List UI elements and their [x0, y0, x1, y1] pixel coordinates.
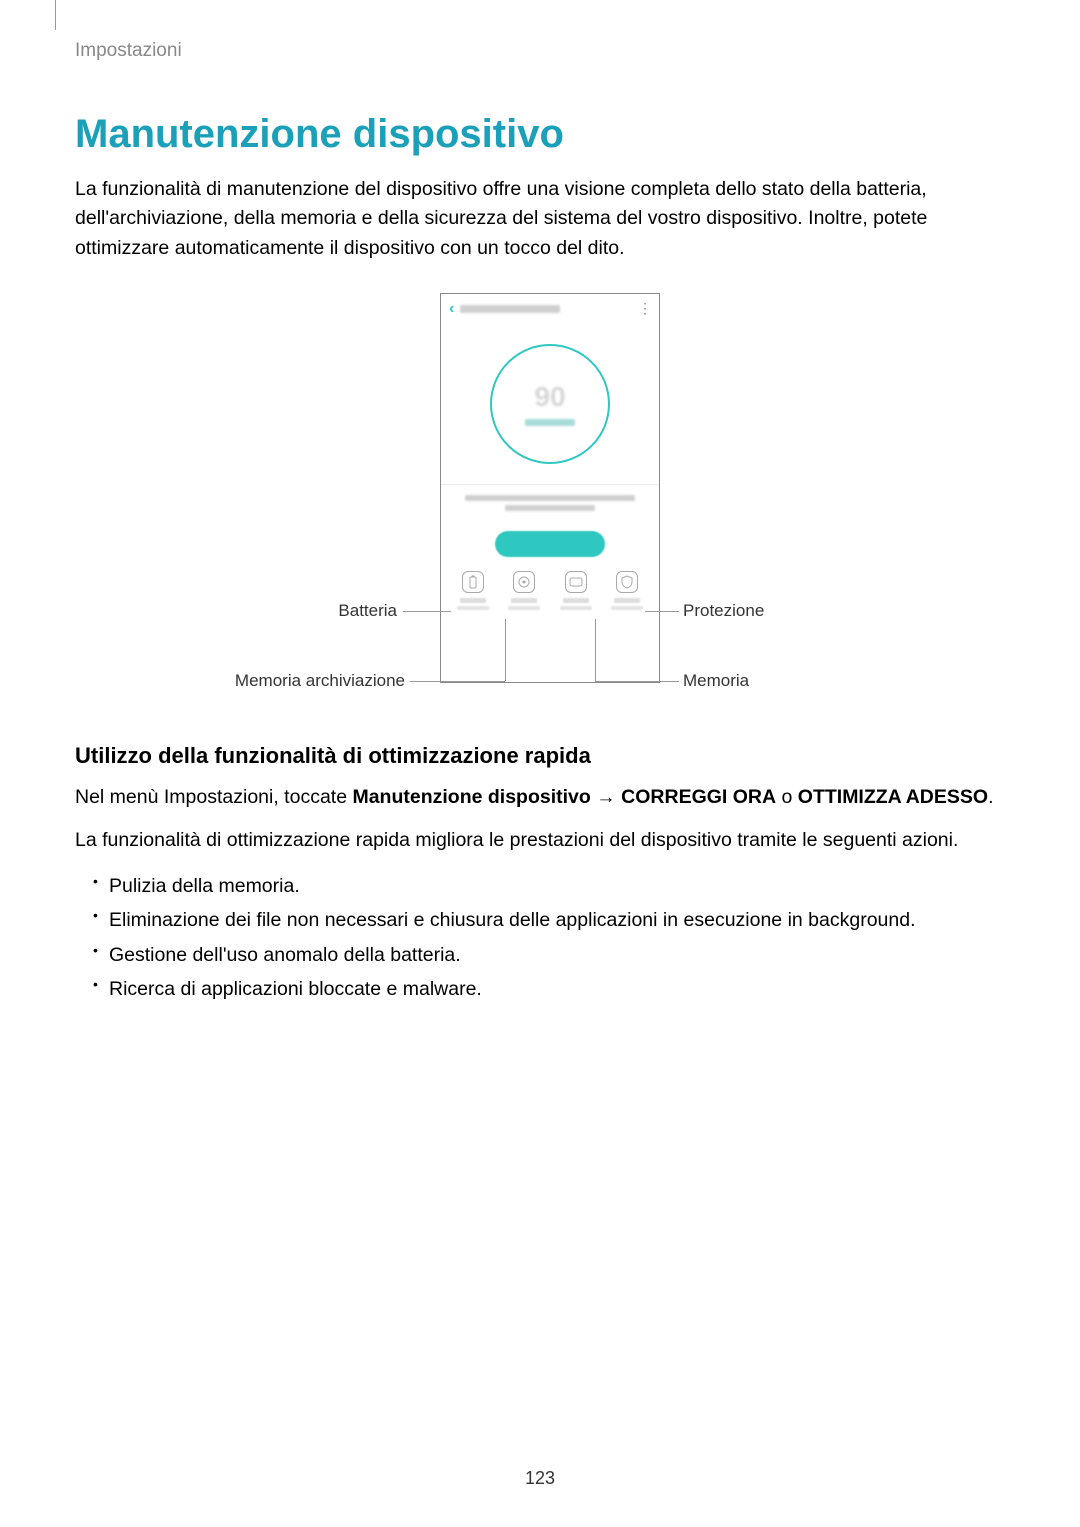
line-memory-h	[595, 681, 679, 682]
storage-icon-cell	[504, 571, 544, 610]
description-paragraph: La funzionalità di ottimizzazione rapida…	[75, 826, 1005, 855]
intro-paragraph: La funzionalità di manutenzione del disp…	[75, 175, 1005, 263]
label-protection: Protezione	[683, 601, 764, 621]
instruction-b1: Manutenzione dispositivo	[352, 786, 590, 808]
storage-icon	[513, 571, 535, 593]
back-icon: ‹	[449, 300, 454, 318]
line-battery	[403, 611, 451, 612]
more-icon: ⋮	[638, 300, 651, 317]
score-area: 90	[441, 324, 659, 484]
shield-icon	[616, 571, 638, 593]
instruction-mid: o	[776, 786, 798, 808]
protection-icon-cell	[607, 571, 647, 610]
page-title: Manutenzione dispositivo	[75, 112, 1005, 157]
phone-header: ‹ ⋮	[441, 294, 659, 324]
score-label-blur	[525, 419, 575, 426]
bullet-list: Pulizia della memoria. Eliminazione dei …	[75, 869, 1005, 1006]
optimize-button-blur	[495, 531, 605, 557]
icon-row	[441, 571, 659, 610]
instruction-pre: Nel menù Impostazioni, toccate	[75, 786, 352, 808]
score-circle: 90	[490, 344, 610, 464]
instruction-b2: CORREGGI ORA	[621, 786, 776, 808]
label-memory: Memoria	[683, 671, 749, 691]
line-protection	[645, 611, 679, 612]
phone-mock: ‹ ⋮ 90	[440, 293, 660, 683]
label-storage: Memoria archiviazione	[195, 671, 405, 691]
instruction-post: .	[988, 786, 993, 808]
instruction-b3: OTTIMIZZA ADESSO	[798, 786, 988, 808]
line-memory-v	[595, 619, 596, 681]
line-storage-v	[505, 619, 506, 681]
section-heading: Utilizzo della funzionalità di ottimizza…	[75, 743, 1005, 769]
memory-icon	[565, 571, 587, 593]
page: Impostazioni Manutenzione dispositivo La…	[0, 0, 1080, 1527]
label-battery: Batteria	[277, 601, 397, 621]
score-value: 90	[534, 381, 565, 413]
list-item: Ricerca di applicazioni bloccate e malwa…	[93, 972, 1005, 1006]
top-rule	[55, 0, 56, 30]
memory-icon-cell	[556, 571, 596, 610]
status-text	[441, 484, 659, 521]
instruction-arrow: →	[591, 786, 621, 808]
list-item: Gestione dell'uso anomalo della batteria…	[93, 938, 1005, 972]
instruction-paragraph: Nel menù Impostazioni, toccate Manutenzi…	[75, 783, 1005, 812]
battery-icon-cell	[453, 571, 493, 610]
list-item: Eliminazione dei file non necessari e ch…	[93, 903, 1005, 937]
list-item: Pulizia della memoria.	[93, 869, 1005, 903]
battery-icon	[462, 571, 484, 593]
line-storage-h	[410, 681, 505, 682]
phone-header-title	[460, 300, 638, 318]
diagram: ‹ ⋮ 90	[75, 293, 1005, 713]
page-number: 123	[0, 1468, 1080, 1489]
breadcrumb: Impostazioni	[75, 40, 1005, 62]
